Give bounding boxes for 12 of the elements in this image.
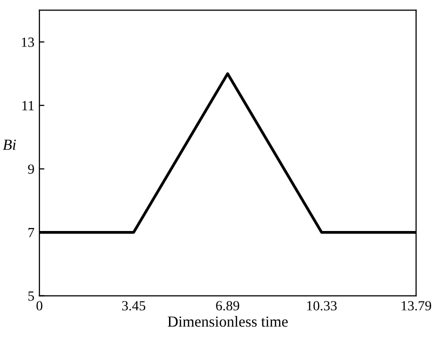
y-tick-label: 11	[22, 101, 34, 110]
y-tick-label: 5	[28, 292, 34, 301]
y-tick-label: 7	[28, 228, 34, 238]
x-tick-label: 10.33	[307, 301, 337, 310]
y-tick-label: 13	[22, 38, 34, 47]
x-tick-label: 6.89	[216, 301, 240, 310]
x-tick-label: 13.79	[402, 301, 432, 310]
y-axis-title: Bi	[2, 140, 16, 150]
x-axis-title: Dimensionless time	[168, 316, 288, 327]
x-tick-label: 3.45	[122, 301, 146, 310]
x-tick-label: 0	[36, 301, 42, 310]
y-tick-label: 9	[28, 164, 34, 174]
